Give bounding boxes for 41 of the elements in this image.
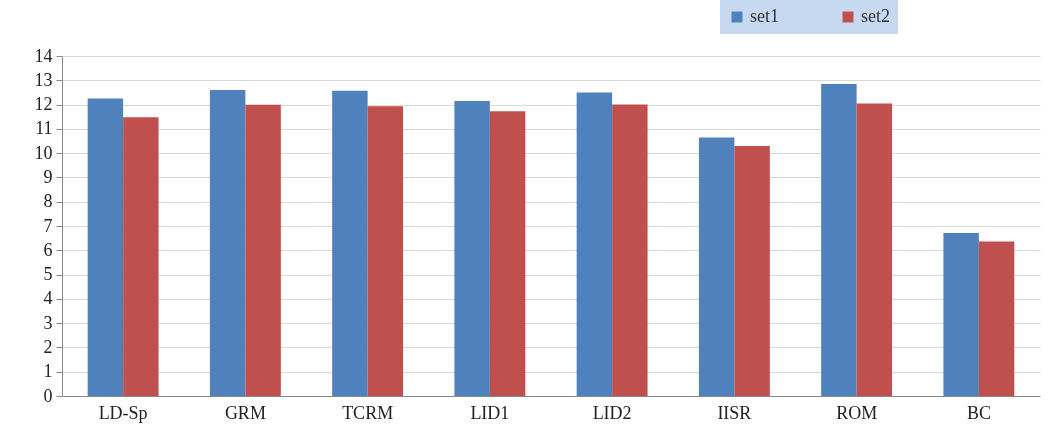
bar: [87, 98, 124, 396]
x-tick-label: ROM: [836, 402, 878, 423]
y-tick-label: 3: [43, 312, 53, 333]
y-tick-label: 6: [43, 239, 53, 260]
bar: [209, 90, 246, 396]
y-tick-label: 2: [43, 336, 53, 357]
y-tick-label: 14: [34, 45, 53, 66]
bar: [821, 83, 857, 396]
y-tick-label: 0: [43, 385, 53, 406]
bar: [734, 146, 770, 396]
y-tick-label: 9: [43, 166, 53, 187]
bar: [612, 104, 648, 396]
bar: [489, 111, 526, 396]
x-tick-label: TCRM: [342, 402, 394, 423]
x-tick-label: IISR: [717, 402, 752, 423]
legend-label: set1: [750, 6, 779, 26]
bar: [123, 117, 159, 396]
bar: [978, 241, 1015, 396]
bar: [454, 100, 490, 396]
bar: [698, 137, 735, 396]
y-tick-label: 12: [34, 94, 53, 115]
y-tick-label: 13: [34, 69, 53, 90]
y-tick-label: 1: [43, 361, 53, 382]
y-tick-label: 10: [34, 142, 53, 163]
x-tick-label: BC: [966, 402, 991, 423]
y-tick-label: 4: [43, 288, 53, 309]
bar: [367, 106, 404, 396]
bar: [332, 90, 368, 396]
bar: [576, 92, 613, 396]
bar: [245, 104, 281, 396]
legend-label: set2: [861, 6, 890, 26]
x-tick-label: LID1: [470, 402, 510, 423]
y-tick-label: 8: [43, 191, 53, 212]
y-tick-label: 5: [43, 264, 53, 285]
y-tick-label: 7: [43, 215, 53, 236]
bar: [943, 233, 979, 396]
bar: [856, 103, 893, 396]
x-tick-label: LD-Sp: [98, 402, 148, 423]
y-tick-label: 11: [35, 118, 53, 139]
x-tick-label: GRM: [224, 402, 266, 423]
x-tick-label: LID2: [592, 402, 632, 423]
